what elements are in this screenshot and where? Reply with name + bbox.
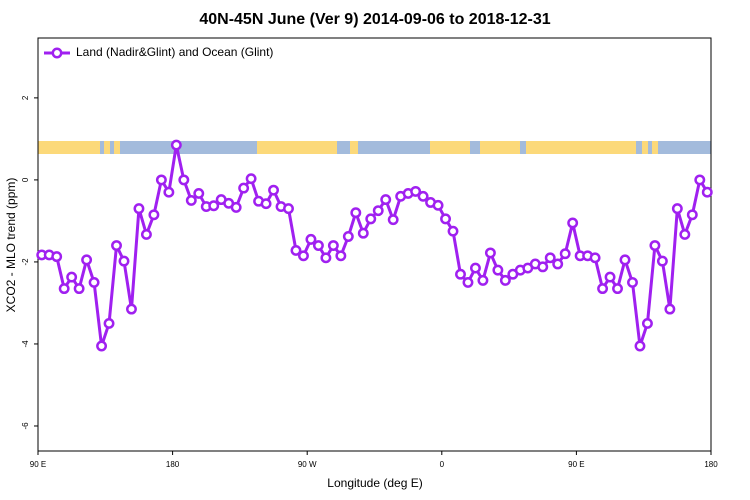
data-point xyxy=(372,205,384,217)
y-axis-label: XCO2 - MLO trend (ppm) xyxy=(4,178,18,313)
data-point xyxy=(410,185,422,197)
chart-title: 40N-45N June (Ver 9) 2014-09-06 to 2018-… xyxy=(199,11,550,28)
data-point xyxy=(260,198,272,210)
data-point xyxy=(66,271,78,283)
data-point xyxy=(148,209,160,221)
data-point xyxy=(462,276,474,288)
data-point xyxy=(447,225,459,237)
data-point xyxy=(649,240,661,251)
data-point xyxy=(634,340,646,352)
data-point xyxy=(492,264,504,276)
data-point xyxy=(342,231,354,242)
data-point xyxy=(440,213,451,225)
data-point xyxy=(612,283,623,295)
y-tick-label: -2 xyxy=(21,258,30,266)
data-point xyxy=(484,247,496,259)
data-point xyxy=(701,186,713,198)
y-tick-label: -4 xyxy=(21,340,30,348)
data-point xyxy=(81,254,93,266)
data-point xyxy=(387,214,399,226)
data-point xyxy=(133,203,145,215)
x-tick-label: 180 xyxy=(704,460,718,469)
data-point xyxy=(103,317,115,329)
data-point xyxy=(163,186,175,198)
data-point xyxy=(185,194,197,206)
data-point xyxy=(559,248,571,260)
x-axis-label: Longitude (deg E) xyxy=(327,476,422,490)
data-point xyxy=(140,229,152,240)
data-point xyxy=(499,274,511,286)
x-tick-label: 0 xyxy=(440,460,445,469)
data-point xyxy=(470,262,481,274)
data-point xyxy=(290,244,302,256)
x-tick-label: 90 W xyxy=(298,460,317,469)
data-point xyxy=(365,213,377,225)
data-point xyxy=(552,258,564,270)
data-point xyxy=(298,250,309,262)
data-point xyxy=(245,173,257,185)
data-point xyxy=(312,240,324,251)
data-point xyxy=(597,283,609,295)
legend-marker xyxy=(51,47,63,59)
data-point xyxy=(455,268,466,280)
data-point xyxy=(238,182,250,194)
data-point xyxy=(350,207,362,219)
data-point xyxy=(73,283,85,295)
data-point xyxy=(417,190,429,202)
land-ocean-strip xyxy=(38,141,711,154)
data-point xyxy=(96,340,108,352)
data-point xyxy=(118,255,130,267)
data-point xyxy=(170,139,182,151)
data-point xyxy=(567,217,579,229)
data-point xyxy=(357,227,369,239)
data-point xyxy=(641,317,653,329)
data-point xyxy=(619,254,631,266)
data-point xyxy=(327,240,339,251)
data-point xyxy=(208,200,220,212)
data-point xyxy=(126,303,137,315)
data-point xyxy=(335,250,347,262)
data-point xyxy=(51,251,63,263)
data-point xyxy=(589,252,601,264)
data-point xyxy=(268,184,279,196)
data-line xyxy=(41,143,709,348)
data-point xyxy=(88,276,100,288)
data-point xyxy=(686,209,698,221)
data-point xyxy=(477,274,489,286)
x-tick-label: 180 xyxy=(166,460,180,469)
data-point xyxy=(193,187,205,199)
data-point xyxy=(537,261,549,273)
legend-label: Land (Nadir&Glint) and Ocean (Glint) xyxy=(76,45,273,59)
data-point xyxy=(671,203,683,215)
data-point xyxy=(283,203,294,215)
data-point xyxy=(380,194,392,206)
data-point xyxy=(178,174,190,186)
y-tick-label: 0 xyxy=(21,177,30,182)
data-point xyxy=(679,229,691,240)
data-point xyxy=(305,233,317,245)
data-point xyxy=(155,174,167,186)
data-point xyxy=(604,271,616,283)
y-tick-label: 2 xyxy=(21,95,30,100)
data-point xyxy=(627,276,638,288)
data-point xyxy=(58,283,70,295)
data-point xyxy=(320,252,332,264)
y-tick-label: -6 xyxy=(21,422,30,430)
data-point xyxy=(664,303,676,315)
data-point xyxy=(694,174,706,186)
plot-frame xyxy=(37,37,712,452)
data-point xyxy=(111,240,122,251)
x-tick-label: 90 E xyxy=(30,460,46,469)
data-point xyxy=(544,252,556,264)
data-point xyxy=(656,255,668,267)
data-point xyxy=(432,199,444,211)
x-tick-label: 90 E xyxy=(568,460,584,469)
data-point xyxy=(230,201,242,213)
